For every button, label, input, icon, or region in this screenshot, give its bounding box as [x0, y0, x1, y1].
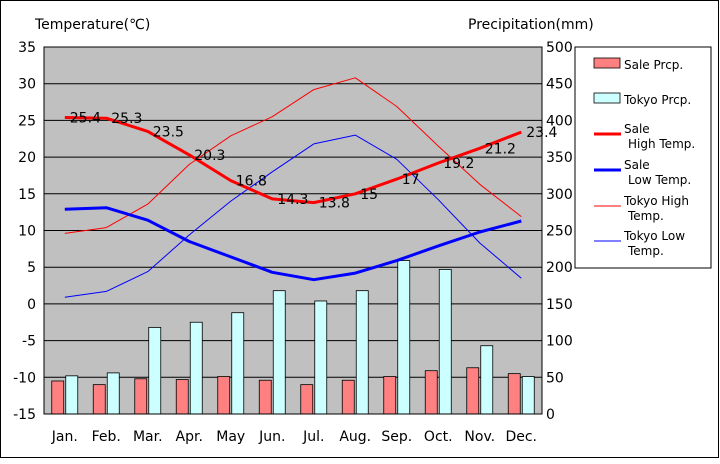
right-tick-label: 200 — [546, 260, 573, 276]
bar — [231, 312, 245, 415]
bar — [521, 376, 535, 415]
bar — [92, 384, 106, 415]
legend-box — [574, 46, 712, 269]
legend-label: Tokyo High — [623, 194, 689, 208]
right-tick-label: 100 — [546, 334, 573, 350]
bar — [466, 367, 480, 415]
left-tick-label: -10 — [13, 370, 36, 386]
data-label: 16.8 — [236, 174, 267, 190]
bar — [106, 372, 120, 415]
legend-label: Tokyo Low — [623, 229, 685, 243]
right-axis-title: Precipitation(mm) — [468, 17, 594, 33]
series-line — [64, 134, 522, 298]
data-label: 25.4 — [70, 110, 101, 126]
legend-label: Temp. — [627, 244, 664, 258]
bar — [341, 379, 355, 415]
bar — [51, 380, 65, 415]
data-label: 19.2 — [443, 156, 474, 172]
x-tick-label: Dec. — [505, 429, 537, 445]
bar — [383, 376, 397, 415]
data-label: 21.2 — [485, 141, 516, 157]
bar — [258, 379, 272, 415]
series-line — [64, 206, 522, 282]
data-label: 23.4 — [526, 125, 557, 141]
x-tick-label: Jun. — [258, 429, 285, 445]
right-tick-label: 150 — [546, 297, 573, 313]
left-tick-label: 15 — [18, 187, 36, 203]
legend-label: Low Temp. — [628, 173, 691, 187]
bar — [314, 300, 328, 415]
data-label: 23.5 — [153, 124, 184, 140]
right-tick-label: 450 — [546, 77, 573, 93]
left-tick-label: 0 — [27, 297, 36, 313]
left-tick-label: 20 — [18, 150, 36, 166]
bar — [134, 378, 148, 415]
right-tick-label: 250 — [546, 224, 573, 240]
data-label: 25.3 — [111, 111, 142, 127]
x-tick-label: Feb. — [92, 429, 121, 445]
x-tick-label: Aug. — [339, 429, 371, 445]
left-axis-title: Temperature(℃) — [34, 17, 150, 33]
right-tick-label: 500 — [546, 40, 573, 56]
x-tick-label: Mar. — [133, 429, 163, 445]
right-tick-label: 400 — [546, 113, 573, 129]
legend-label: Sale Prcp. — [624, 58, 683, 72]
bar — [272, 290, 286, 415]
bar — [217, 376, 231, 415]
x-tick-label: Oct. — [424, 429, 453, 445]
series-line — [64, 116, 522, 205]
bar — [397, 260, 411, 415]
left-tick-label: 30 — [18, 77, 36, 93]
bar — [175, 379, 189, 415]
series-line — [64, 77, 522, 234]
legend-label: Temp. — [627, 209, 664, 223]
legend-label: Tokyo Prcp. — [623, 93, 691, 107]
bar — [300, 384, 314, 415]
bar — [424, 370, 438, 415]
bar — [65, 375, 79, 415]
x-tick-label: Jan. — [51, 429, 78, 445]
x-tick-label: May — [216, 429, 245, 445]
left-tick-label: 5 — [27, 260, 36, 276]
left-tick-label: 35 — [18, 40, 36, 56]
data-label: 20.3 — [194, 148, 225, 164]
legend-label: Sale — [624, 158, 650, 172]
data-label: 14.3 — [277, 192, 308, 208]
bar — [148, 326, 162, 415]
x-tick-label: Nov. — [464, 429, 495, 445]
bar — [507, 373, 521, 415]
plot-frame — [43, 46, 543, 415]
left-tick-label: 10 — [18, 224, 36, 240]
x-tick-label: Sep. — [381, 429, 412, 445]
data-label: 13.8 — [319, 196, 350, 212]
x-tick-label: Apr. — [176, 429, 203, 445]
left-tick-label: -5 — [22, 334, 36, 350]
legend-swatch — [593, 57, 621, 69]
x-tick-label: Jul. — [302, 429, 324, 445]
data-label: 15 — [360, 187, 378, 203]
bar — [438, 269, 452, 415]
right-tick-label: 0 — [546, 407, 555, 423]
legend-label: High Temp. — [628, 137, 695, 151]
bar — [189, 321, 203, 415]
data-label: 17 — [402, 172, 420, 188]
right-tick-label: 300 — [546, 187, 573, 203]
legend-swatch — [593, 92, 621, 104]
bar — [355, 290, 369, 415]
left-tick-label: 25 — [18, 113, 36, 129]
right-tick-label: 50 — [546, 370, 564, 386]
bar — [480, 345, 494, 415]
left-tick-label: -15 — [13, 407, 36, 423]
legend-label: Sale — [624, 122, 650, 136]
right-tick-label: 350 — [546, 150, 573, 166]
